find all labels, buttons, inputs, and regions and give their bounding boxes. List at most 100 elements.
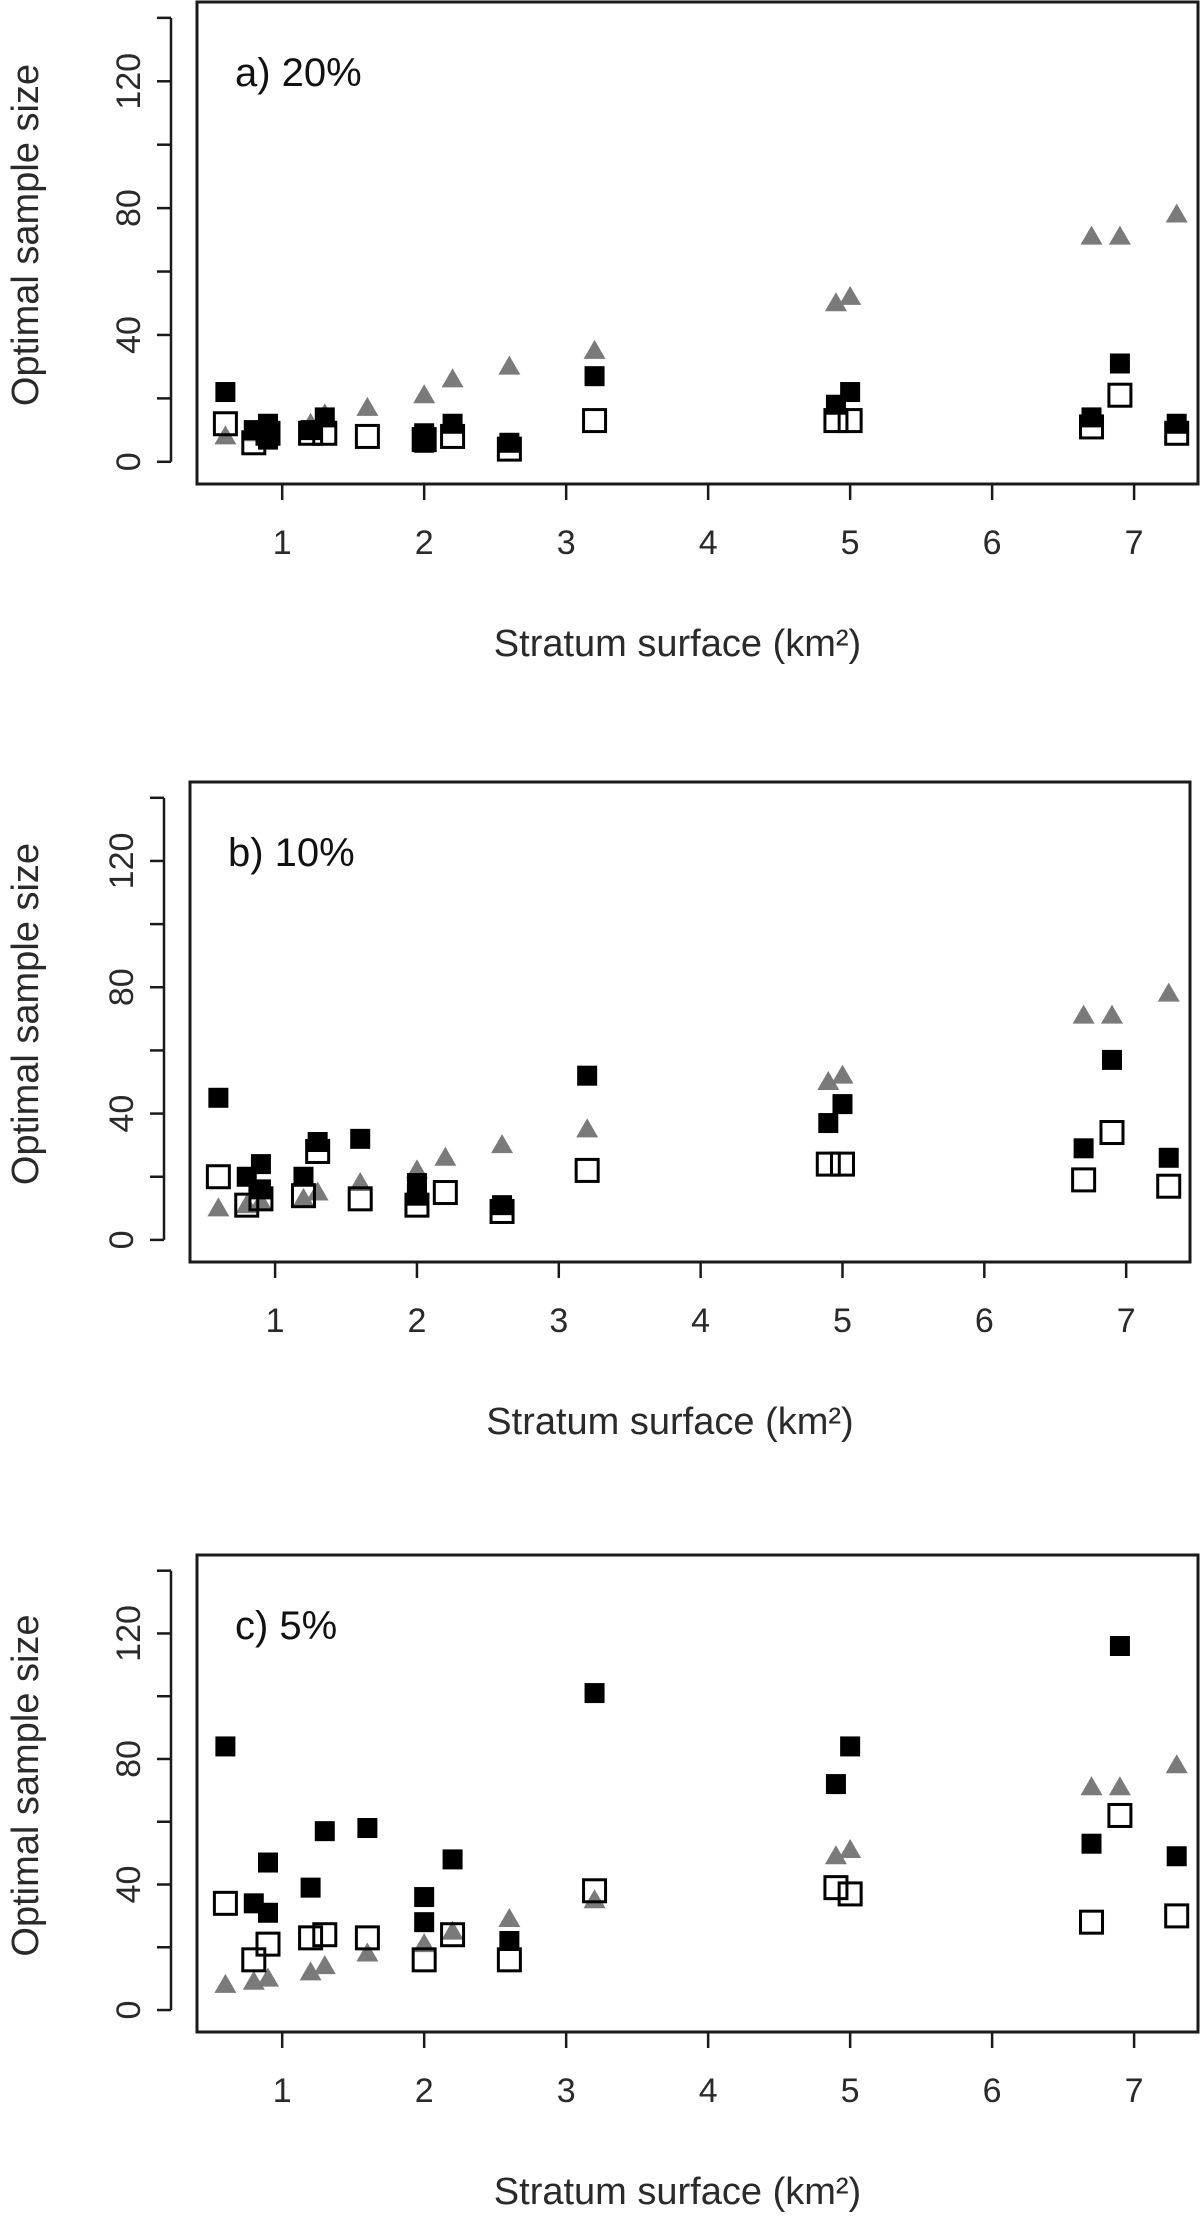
point-open-square: [823, 408, 849, 434]
point-triangle: [1165, 1754, 1188, 1774]
x-tick-label: 4: [691, 1302, 710, 1340]
point-open-square: [1107, 382, 1133, 408]
point-open-square: [255, 1931, 281, 1957]
point-filled-square: [840, 382, 861, 403]
point-filled-square: [406, 1185, 427, 1206]
y-axis: 0 40 80 120: [103, 796, 166, 1249]
x-tick-label: 4: [699, 524, 718, 562]
x-axis: 1 2 3 4 5 6 7: [273, 484, 1144, 562]
point-filled-square: [499, 432, 520, 453]
panel-1: 0 40 80 120 1 2 3 4 5 6 7 Stratum surface (km²) Opti…: [5, 0, 1200, 665]
point-open-square: [347, 1186, 373, 1212]
point-filled-square: [208, 1087, 229, 1108]
panel-2: 0 40 80 120 1 2 3 4 5 6 7 Stratum surface (km²) Opti…: [5, 780, 1192, 1443]
point-filled-square: [257, 1852, 278, 1873]
y-tick-label: 40: [110, 316, 148, 354]
series-triangle: [207, 982, 1180, 1217]
point-triangle: [441, 1920, 464, 1940]
x-axis-label: Stratum surface (km²): [486, 1401, 853, 1443]
point-open-square: [1164, 420, 1190, 446]
x-tick-label: 7: [1117, 1302, 1136, 1340]
point-open-square: [312, 1922, 338, 1948]
point-open-square: [815, 1151, 841, 1177]
point-open-square: [1107, 1802, 1133, 1828]
point-open-square: [404, 1192, 430, 1218]
point-open-square: [312, 420, 338, 446]
point-filled-square: [499, 1930, 520, 1951]
point-filled-square: [442, 413, 463, 434]
point-open-square: [411, 427, 437, 453]
point-open-square: [1099, 1120, 1125, 1146]
y-tick-label: 120: [110, 53, 148, 110]
y-tick-label: 0: [110, 452, 148, 471]
x-tick-label: 3: [557, 2072, 576, 2110]
point-triangle: [413, 384, 436, 404]
point-open-square: [212, 1890, 238, 1916]
point-triangle: [1165, 203, 1188, 223]
point-open-square: [489, 1198, 515, 1224]
point-open-square: [290, 1183, 316, 1209]
x-tick-label: 6: [983, 524, 1002, 562]
point-open-square: [354, 1925, 380, 1951]
y-tick-label: 0: [103, 1230, 141, 1249]
point-filled-square: [1109, 1636, 1130, 1657]
y-axis: 0 40 80 120: [110, 16, 173, 471]
point-filled-square: [414, 432, 435, 453]
point-filled-square: [1081, 1833, 1102, 1854]
point-open-square: [354, 423, 380, 449]
point-filled-square: [840, 1736, 861, 1757]
point-triangle: [583, 339, 606, 359]
point-open-square: [496, 436, 522, 462]
x-tick-label: 4: [699, 2072, 718, 2110]
point-triangle: [299, 1961, 322, 1981]
x-tick-label: 5: [841, 2072, 860, 2110]
point-open-square: [496, 1947, 522, 1973]
x-axis-label: Stratum surface (km²): [494, 623, 861, 665]
point-triangle: [817, 1071, 840, 1090]
point-open-square: [212, 411, 238, 437]
point-triangle: [356, 1942, 379, 1962]
point-filled-square: [442, 1849, 463, 1870]
point-open-square: [1164, 1903, 1190, 1929]
x-tick-label: 1: [273, 2072, 292, 2110]
x-tick-label: 1: [273, 524, 292, 562]
point-filled-square: [357, 1818, 378, 1839]
point-filled-square: [584, 366, 605, 387]
point-filled-square: [825, 1774, 846, 1795]
point-open-square: [205, 1164, 231, 1190]
y-tick-label: 80: [110, 189, 148, 227]
point-filled-square: [300, 1877, 321, 1898]
point-open-square: [823, 1875, 849, 1901]
point-triangle: [1108, 225, 1131, 245]
point-filled-square: [414, 1887, 435, 1908]
point-triangle: [831, 1064, 854, 1084]
y-tick-label: 80: [110, 1740, 148, 1778]
point-triangle: [491, 1134, 514, 1154]
point-open-square: [298, 420, 324, 446]
point-open-square: [829, 1151, 855, 1177]
point-filled-square: [414, 1912, 435, 1933]
point-triangle: [1080, 225, 1103, 245]
point-open-square: [837, 1881, 863, 1907]
point-open-square: [432, 1180, 458, 1206]
y-tick-label: 40: [103, 1095, 141, 1133]
point-triangle: [214, 1973, 237, 1993]
x-tick-label: 2: [415, 2072, 434, 2110]
point-open-square: [582, 408, 608, 434]
point-filled-square: [307, 1132, 328, 1152]
point-triangle: [292, 1187, 315, 1207]
x-tick-label: 6: [983, 2072, 1002, 2110]
y-tick-label: 120: [103, 833, 141, 890]
point-open-square: [255, 420, 281, 446]
point-open-square: [582, 1878, 608, 1904]
point-open-square: [248, 1186, 274, 1212]
series-filled-square: [215, 353, 1187, 453]
x-tick-label: 3: [557, 524, 576, 562]
point-triangle: [824, 1845, 847, 1865]
point-triangle: [1157, 982, 1180, 1002]
point-triangle: [1072, 1004, 1095, 1024]
series-triangle: [214, 1754, 1188, 1993]
series-filled-square: [208, 1049, 1179, 1216]
x-axis: 1 2 3 4 5 6 7: [273, 2032, 1144, 2110]
